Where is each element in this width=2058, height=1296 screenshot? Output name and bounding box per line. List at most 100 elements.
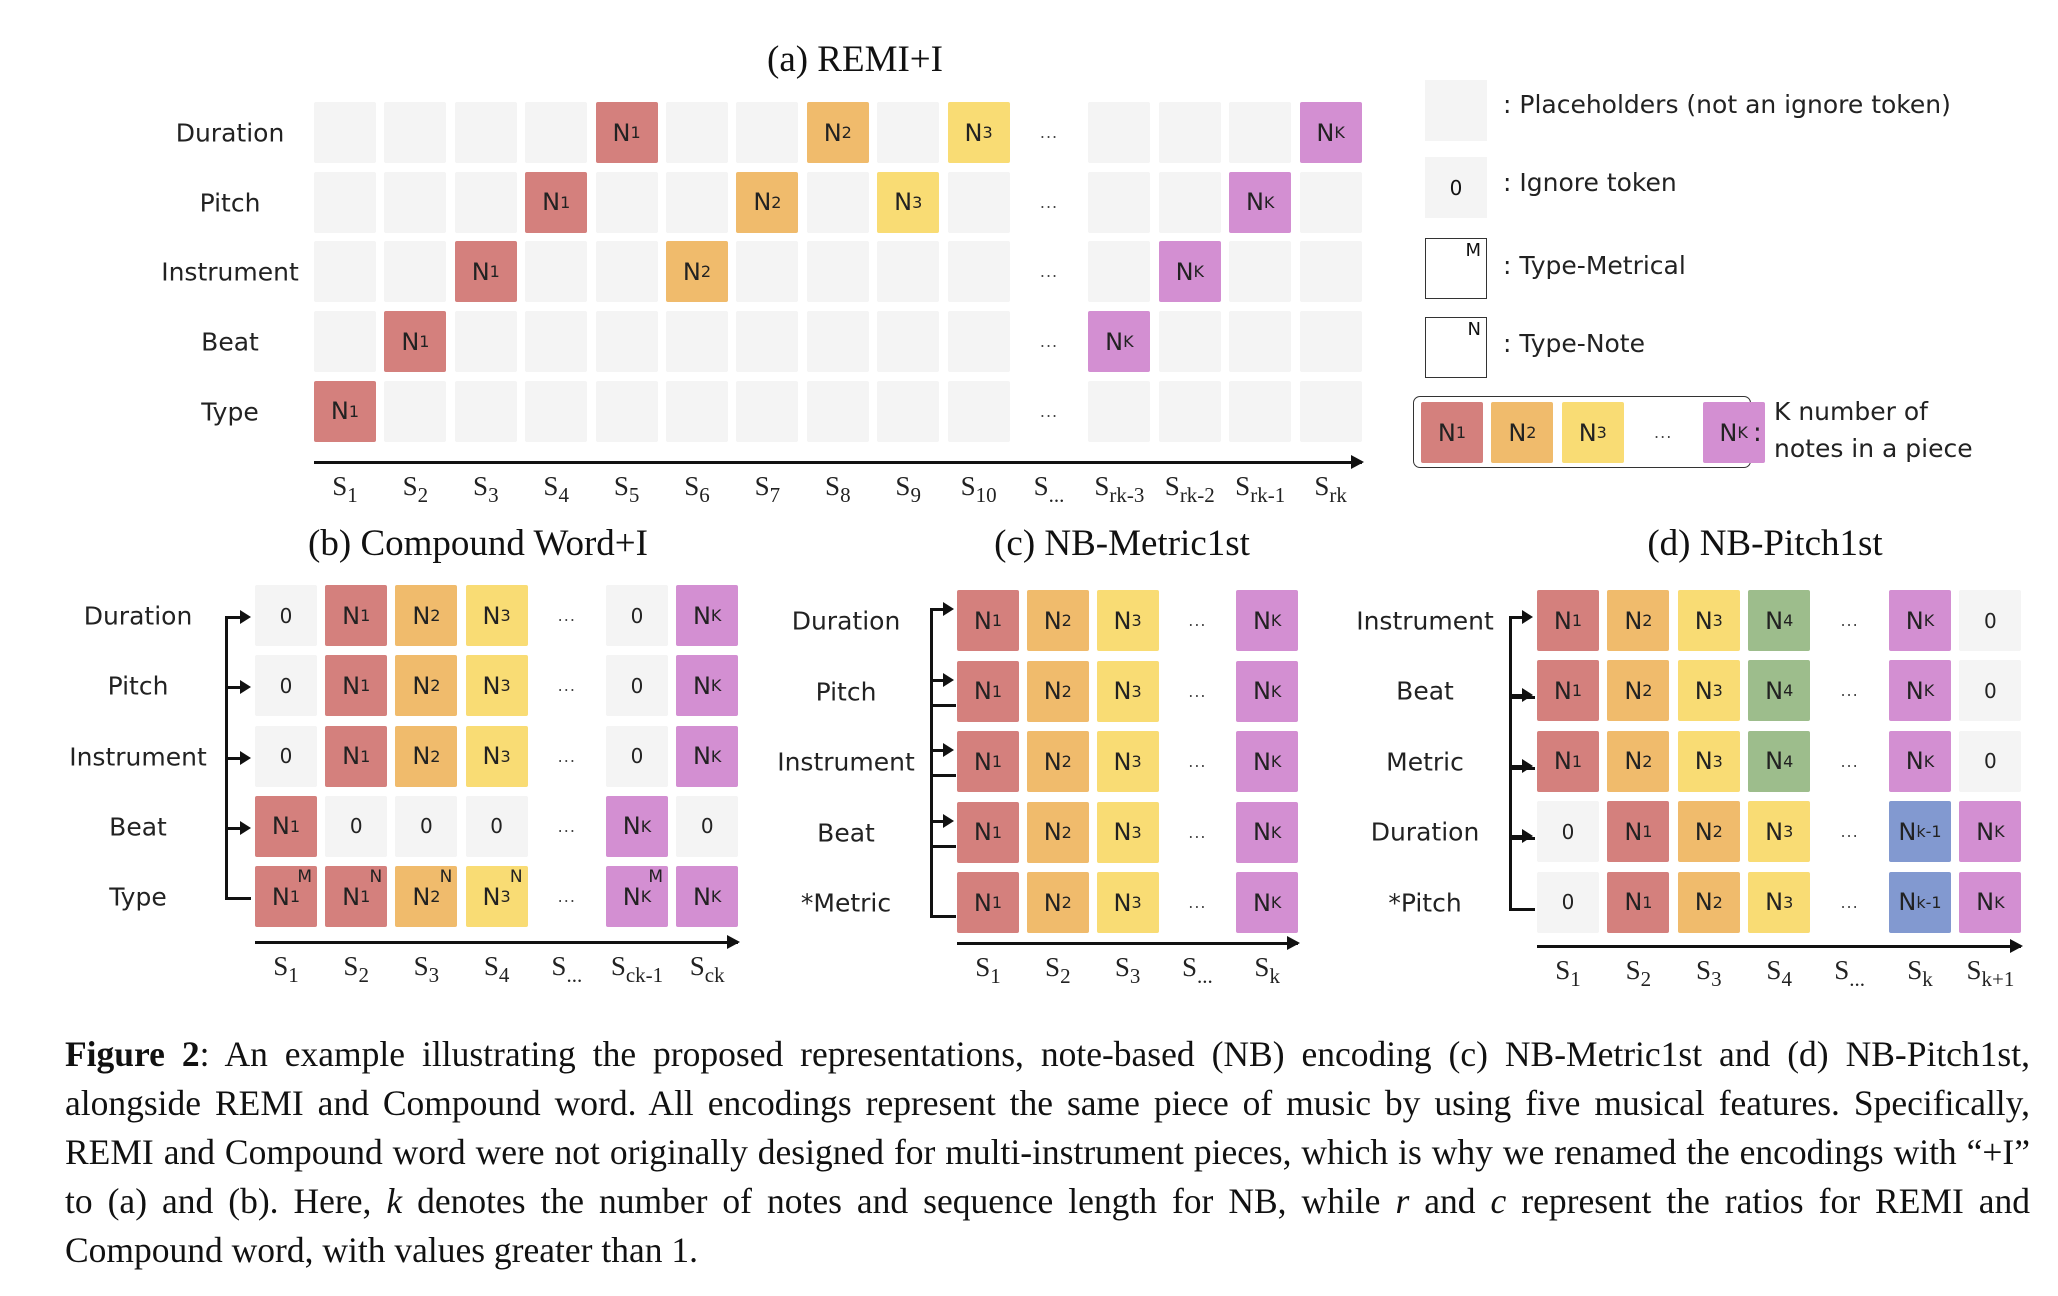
axis-tick-label: Sck bbox=[689, 951, 725, 987]
bracket-arrow-line bbox=[225, 686, 242, 690]
row-label: Duration bbox=[791, 606, 901, 636]
bracket-vertical-line bbox=[1509, 616, 1512, 699]
row-label: Instrument bbox=[161, 257, 299, 287]
arrow-head-icon bbox=[240, 610, 251, 624]
ignore-token-cell: 0 bbox=[255, 655, 317, 717]
legend-notes-label-line1: K number of bbox=[1774, 397, 1928, 426]
bracket-bottom-line bbox=[225, 897, 251, 901]
ellipsis: ... bbox=[557, 606, 576, 625]
axis-tick-label: S3 bbox=[473, 471, 499, 507]
bracket-vertical-line bbox=[1509, 694, 1512, 769]
row-label: *Metric bbox=[800, 888, 892, 918]
row-label: Beat bbox=[109, 812, 167, 842]
arrow-head-icon bbox=[1522, 688, 1533, 703]
type-marker: N bbox=[369, 867, 383, 888]
placeholder-cell bbox=[525, 102, 588, 163]
ellipsis: ... bbox=[557, 676, 576, 696]
bracket-arrow-line bbox=[930, 819, 944, 823]
ignore-token-cell: 0 bbox=[1537, 871, 1599, 933]
placeholder-cell bbox=[1158, 380, 1221, 442]
placeholder-cell bbox=[384, 171, 447, 233]
legend-type-note-swatch: N bbox=[1425, 317, 1487, 378]
type-marker: N bbox=[439, 867, 453, 888]
panel-c-title: (c) NB-Metric1st bbox=[994, 523, 1250, 564]
ellipsis: ... bbox=[1039, 192, 1059, 212]
type-marker: M bbox=[297, 867, 312, 888]
placeholder-cell bbox=[1299, 241, 1362, 303]
axis-tick-label: Srk bbox=[1314, 471, 1347, 507]
ignore-token-cell: 0 bbox=[255, 725, 317, 787]
arrow-head-icon bbox=[1522, 758, 1533, 773]
legend-type-note-label: : Type-Note bbox=[1503, 329, 1645, 358]
ignore-token-cell: 0 bbox=[465, 795, 528, 857]
bracket-vertical-line bbox=[1509, 764, 1512, 840]
placeholder-cell bbox=[1088, 241, 1151, 303]
placeholder-cell bbox=[454, 171, 517, 233]
placeholder-cell bbox=[595, 311, 658, 373]
row-label: Instrument bbox=[1356, 606, 1494, 636]
axis-tick-label: Sk+1 bbox=[1966, 955, 2015, 991]
legend-ignore-label: : Ignore token bbox=[1503, 168, 1677, 197]
placeholder-cell bbox=[947, 171, 1010, 233]
ellipsis: ... bbox=[557, 746, 576, 766]
axis-tick-label: S9 bbox=[895, 471, 921, 507]
caption-label: Figure 2 bbox=[65, 1034, 200, 1074]
bracket-arrow-line bbox=[1509, 694, 1523, 698]
placeholder-cell bbox=[595, 241, 658, 303]
bracket-arrow-line bbox=[225, 826, 242, 830]
type-marker: M bbox=[648, 867, 663, 888]
row-label: Beat bbox=[817, 818, 875, 847]
placeholder-cell bbox=[595, 171, 658, 233]
bracket-arrow-line bbox=[225, 756, 242, 760]
ignore-token-cell: 0 bbox=[1537, 801, 1599, 863]
axis-tick-label: S3 bbox=[1696, 955, 1722, 991]
placeholder-cell bbox=[314, 311, 376, 373]
bracket-arrow-line bbox=[225, 616, 242, 619]
axis-tick-label: S2 bbox=[402, 471, 429, 507]
ignore-token-cell: 0 bbox=[606, 655, 668, 717]
axis-tick-label: S5 bbox=[613, 471, 640, 507]
type-note-symbol: N bbox=[1467, 319, 1481, 340]
bracket-source-line bbox=[930, 915, 956, 918]
placeholder-cell bbox=[1088, 102, 1151, 163]
placeholder-cell bbox=[314, 241, 376, 303]
arrow-head-icon bbox=[240, 680, 251, 695]
axis-tick-label: Sk bbox=[1254, 952, 1280, 988]
caption-text: : An example illustrating the proposed r… bbox=[65, 1034, 2030, 1221]
placeholder-cell bbox=[1299, 311, 1362, 373]
caption-text-2: denotes the number of notes and sequence… bbox=[402, 1181, 1396, 1221]
placeholder-cell bbox=[1088, 380, 1151, 442]
legend-colon: : bbox=[1753, 418, 1762, 448]
bracket-arrow-line bbox=[1509, 764, 1523, 768]
ignore-token-cell: 0 bbox=[606, 585, 668, 646]
